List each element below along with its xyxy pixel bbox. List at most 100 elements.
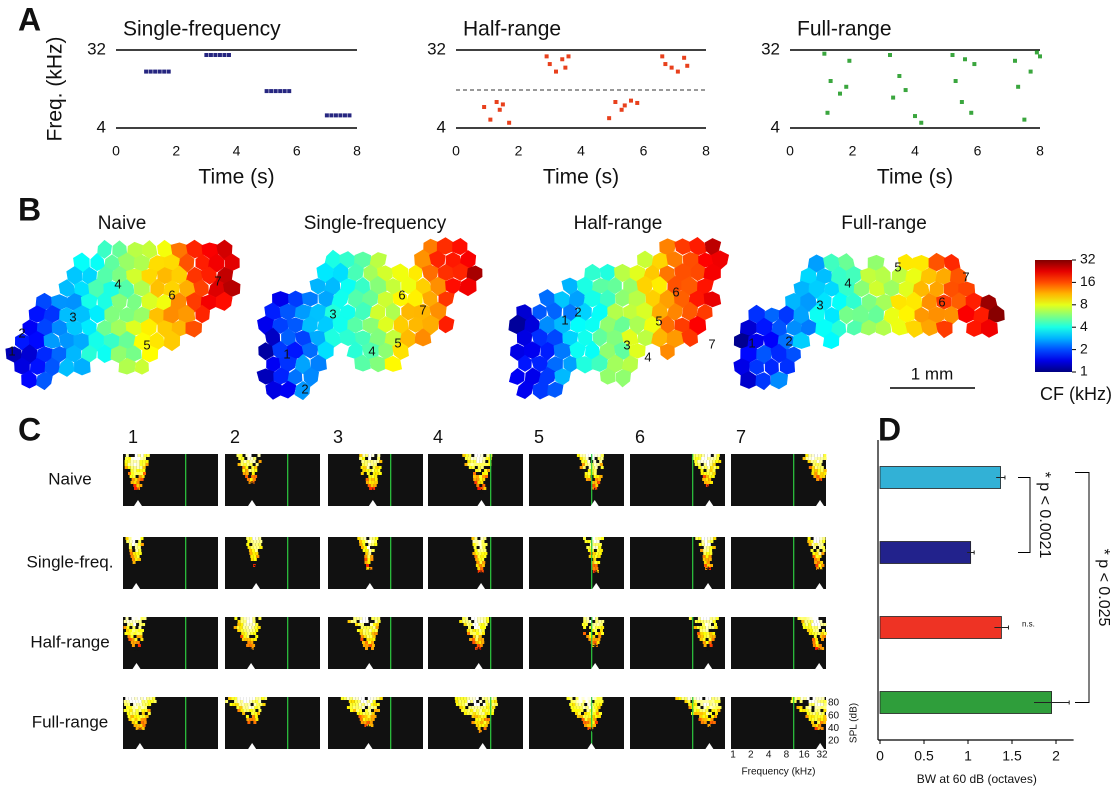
tuning-pixel [811, 623, 815, 626]
tuning-pixel [370, 706, 374, 709]
tuning-pixel [367, 706, 371, 709]
tuning-pixel [379, 697, 383, 700]
tuning-pixel [249, 644, 253, 647]
tuning-pixel [600, 454, 604, 457]
tuning-pixel [705, 484, 709, 487]
tuning-pixel [365, 620, 369, 623]
cf-map [256, 237, 483, 401]
map-cell [215, 291, 233, 311]
best-frequency-marker: * [367, 645, 373, 661]
tuning-pixel [253, 546, 257, 549]
map-cell [163, 330, 181, 352]
colorbar [1035, 260, 1072, 372]
map-cell [97, 239, 113, 259]
tuning-pixel [133, 555, 137, 558]
tuning-pixel [587, 463, 591, 466]
map-cell [928, 252, 946, 272]
y-tick-label: 4 [97, 117, 106, 136]
tuning-pixel [589, 546, 593, 549]
tuning-pixel [800, 697, 804, 700]
tuning-pixel [484, 697, 488, 700]
tuning-pixel [258, 709, 262, 712]
tuning-pixel [145, 463, 149, 466]
tuning-pixel [796, 706, 800, 709]
tuning-pixel [823, 454, 827, 457]
x-tick-label: 6 [640, 143, 648, 159]
tuning-pixel [368, 629, 372, 632]
site-label: 2 [785, 333, 792, 348]
map-cell [674, 238, 691, 255]
site-label: 1 [748, 335, 755, 350]
tuning-pixel [692, 454, 696, 457]
tuning-pixel [367, 463, 371, 466]
tuning-pixel [371, 647, 374, 650]
tuning-pixel [368, 457, 372, 460]
tuning-pixel [141, 727, 145, 730]
tuning-pixel [143, 457, 146, 460]
tuning-pixel [696, 700, 700, 703]
tuning-pixel [361, 623, 364, 626]
tuning-pixel [820, 706, 824, 709]
column-label: 4 [433, 427, 443, 447]
map-title: Single-frequency [304, 213, 447, 234]
tuning-pixel [133, 632, 137, 635]
tuning-pixel [794, 697, 798, 700]
tuning-pixel [709, 703, 713, 706]
tuning-pixel [597, 638, 601, 641]
tuning-pixel [249, 620, 253, 623]
tuning-pixel [809, 617, 813, 620]
tuning-pixel [467, 457, 471, 460]
map-cell [58, 279, 76, 297]
tuning-pixel [706, 472, 710, 475]
tuning-pixel [469, 623, 473, 626]
tuning-pixel [361, 715, 365, 718]
tuning-pixel [360, 700, 364, 703]
tuning-pixel [585, 457, 589, 460]
tuning-pixel [132, 629, 135, 632]
tuning-pixel [696, 709, 700, 712]
tuning-pixel [480, 626, 483, 629]
map-cell [740, 370, 758, 389]
y-tick-label: 32 [87, 39, 106, 58]
map-cell [200, 266, 218, 285]
tuning-pixel [253, 558, 257, 561]
tuning-pixel [481, 638, 485, 641]
tuning-pixel [700, 721, 704, 724]
tuning-pixel [474, 620, 478, 623]
tuning-pixel [371, 629, 375, 632]
tuning-pixel [718, 706, 722, 709]
x-tick-label: 0 [112, 143, 120, 159]
tuning-pixel [127, 466, 131, 469]
tuning-pixel [579, 466, 583, 469]
tuning-pixel [593, 472, 597, 475]
point [563, 65, 568, 70]
tuning-pixel [360, 537, 364, 540]
tuning-pixel [259, 540, 263, 543]
tuning-pixel [710, 466, 714, 469]
tuning-pixel [583, 626, 587, 629]
tuning-pixel [377, 617, 381, 620]
point [282, 89, 287, 94]
tuning-pixel [136, 463, 140, 466]
map-cell [414, 328, 432, 347]
tuning-pixel [253, 564, 257, 567]
x-tick-label: 8 [353, 143, 361, 159]
tuning-tile: * [731, 537, 826, 589]
tuning-pixel [816, 620, 820, 623]
best-frequency-marker: * [705, 563, 711, 579]
tuning-pixel [823, 709, 827, 712]
tuning-pixel [483, 537, 487, 540]
tuning-pixel [468, 706, 472, 709]
tuning-pixel [814, 561, 818, 564]
tuning-pixel [123, 709, 127, 712]
tuning-pixel [141, 475, 145, 478]
tuning-pixel [361, 460, 365, 463]
map-cell [35, 371, 53, 391]
tuning-pixel [815, 555, 819, 558]
tuning-pixel [252, 552, 256, 555]
tuning-pixel [126, 620, 130, 623]
tuning-pixel [474, 481, 478, 484]
tuning-pixel [822, 537, 826, 540]
tuning-pixel [262, 703, 266, 706]
colorbar-tick-label: 1 [1080, 363, 1088, 379]
